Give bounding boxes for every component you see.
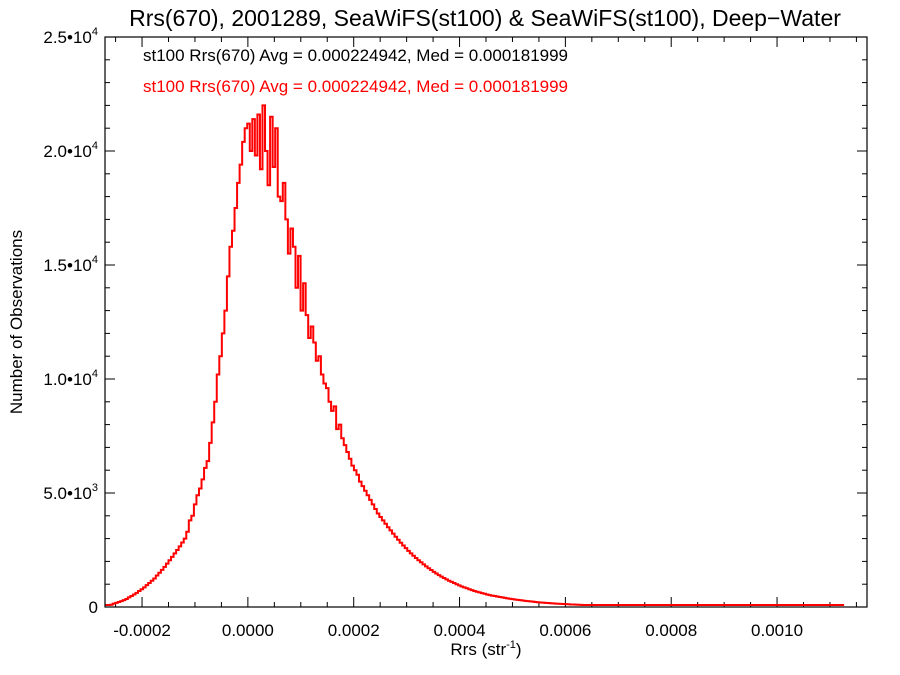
x-tick-label: 0.0002 [328,621,380,640]
histogram-series-line [105,104,845,606]
x-tick-label: -0.0002 [113,621,171,640]
annotation-red: st100 Rrs(670) Avg = 0.000224942, Med = … [143,77,568,96]
x-axis-ticks: -0.0002 0.0000 0.0002 0.0004 0.0006 0.0008 0.0… [113,37,857,640]
x-tick-label: 0.0008 [645,621,697,640]
y-axis-label: Number of Observations [7,230,26,414]
annotation-black: st100 Rrs(670) Avg = 0.000224942, Med = … [143,46,568,65]
y-tick-label: 0 [89,598,98,617]
y-tick-label: 2.5•104 [43,26,98,47]
x-tick-label: 0.0010 [751,621,803,640]
chart-title: Rrs(670), 2001289, SeaWiFS(st100) & SeaW… [129,5,841,31]
y-tick-label: 5.0•103 [43,482,98,503]
y-axis-ticks: 0 5.0•103 1.0•104 1.5•104 2.0•104 2.5•104 [43,26,867,617]
plot-frame [104,36,868,608]
y-tick-label: 1.0•104 [43,368,98,389]
x-tick-label: 0.0004 [434,621,486,640]
x-tick-label: 0.0000 [222,621,274,640]
y-tick-label: 1.5•104 [43,254,98,275]
x-tick-label: 0.0006 [539,621,591,640]
y-tick-label: 2.0•104 [43,140,98,161]
x-axis-label: Rrs (str-1) [450,639,521,659]
